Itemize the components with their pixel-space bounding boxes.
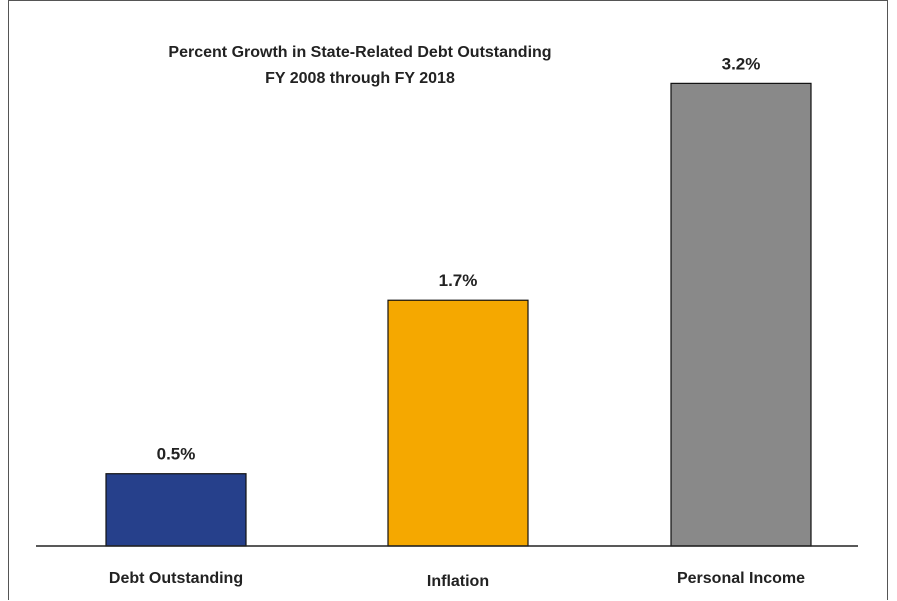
bar-debt-outstanding — [105, 473, 247, 547]
value-label: 1.7% — [439, 271, 478, 290]
bars-group: 0.5% 1.7% 3.2% — [105, 54, 812, 547]
category-label: Inflation — [427, 573, 489, 590]
category-labels-group: Debt Outstanding Inflation Personal Income — [109, 570, 805, 590]
category-label: Personal Income — [677, 570, 805, 587]
chart-subtitle: FY 2008 through FY 2018 — [265, 70, 455, 87]
bar-inflation — [387, 299, 529, 547]
chart-frame — [8, 0, 888, 600]
category-label: Debt Outstanding — [109, 570, 243, 587]
bar-personal-income — [670, 82, 812, 547]
value-label: 0.5% — [157, 445, 196, 464]
value-label: 3.2% — [722, 54, 761, 73]
chart-title: Percent Growth in State-Related Debt Out… — [168, 44, 552, 61]
